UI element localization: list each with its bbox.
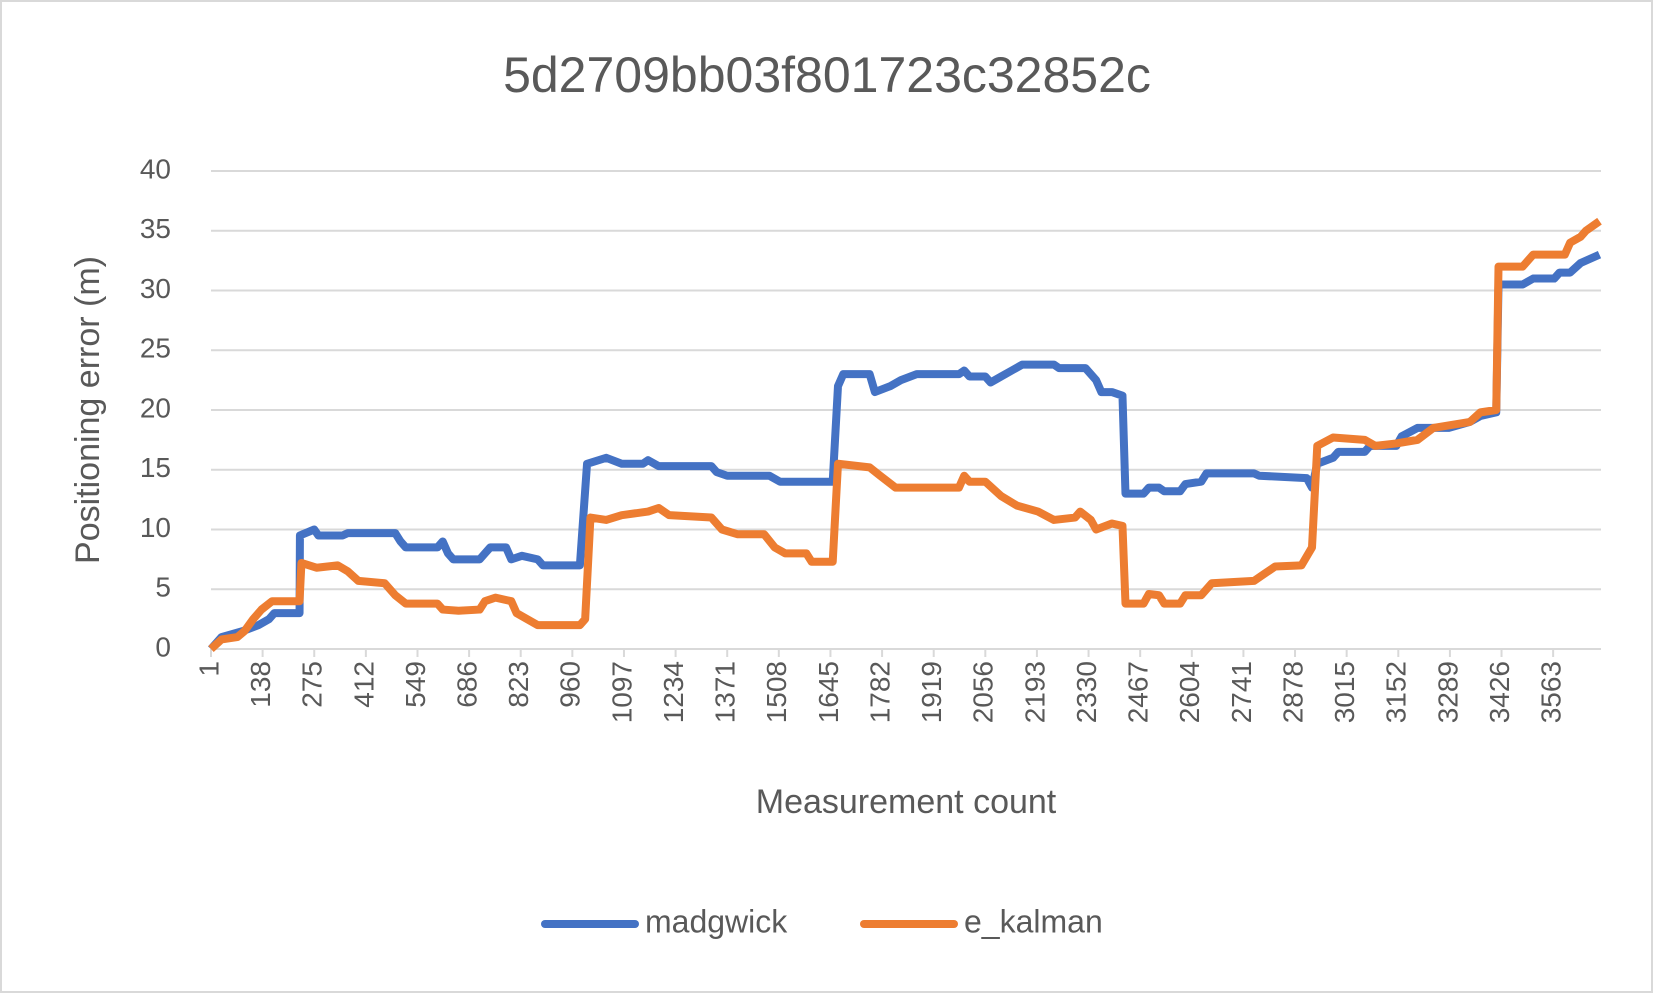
- y-axis-label: Positioning error (m): [69, 256, 107, 564]
- x-tick-label: 549: [400, 661, 431, 708]
- y-tick-label: 35: [140, 213, 171, 244]
- x-tick-label: 960: [555, 661, 586, 708]
- x-tick-label: 3289: [1432, 661, 1463, 723]
- x-tick-label: 3152: [1381, 661, 1412, 723]
- x-tick-label: 1234: [658, 661, 689, 723]
- x-tick-label: 275: [297, 661, 328, 708]
- chart-title: 5d2709bb03f801723c32852c: [503, 47, 1151, 103]
- x-tick-label: 1782: [864, 661, 895, 723]
- x-tick-label: 3563: [1536, 661, 1567, 723]
- x-tick-label: 2878: [1277, 661, 1308, 723]
- y-tick-label: 25: [140, 333, 171, 364]
- y-tick-label: 10: [140, 512, 171, 543]
- x-tick-label: 3015: [1329, 661, 1360, 723]
- x-tick-label: 1645: [813, 661, 844, 723]
- y-tick-label: 0: [155, 631, 171, 662]
- x-tick-label: 1371: [710, 661, 741, 723]
- legend-label: e_kalman: [964, 903, 1103, 939]
- x-tick-label: 2056: [968, 661, 999, 723]
- x-tick-label: 2741: [1226, 661, 1257, 723]
- x-tick-label: 412: [348, 661, 379, 708]
- x-tick-label: 2330: [1071, 661, 1102, 723]
- series-line: [208, 217, 1602, 652]
- y-tick-label: 15: [140, 452, 171, 483]
- x-tick-label: 1097: [606, 661, 637, 723]
- x-tick-label: 823: [503, 661, 534, 708]
- y-tick-label: 20: [140, 392, 171, 423]
- series-line: [208, 250, 1602, 652]
- x-tick-label: 1919: [916, 661, 947, 723]
- x-tick-label: 3426: [1484, 661, 1515, 723]
- y-tick-label: 30: [140, 273, 171, 304]
- legend-label: madgwick: [645, 903, 788, 939]
- y-tick-label: 40: [140, 153, 171, 184]
- y-tick-label: 5: [155, 572, 171, 603]
- x-tick-label: 1508: [761, 661, 792, 723]
- x-tick-label: 2193: [1019, 661, 1050, 723]
- x-tick-label: 138: [245, 661, 276, 708]
- x-tick-label: 686: [451, 661, 482, 708]
- x-tick-label: 2467: [1123, 661, 1154, 723]
- x-tick-label: 2604: [1174, 661, 1205, 723]
- x-axis-label: Measurement count: [756, 783, 1057, 821]
- x-tick-label: 1: [193, 661, 224, 677]
